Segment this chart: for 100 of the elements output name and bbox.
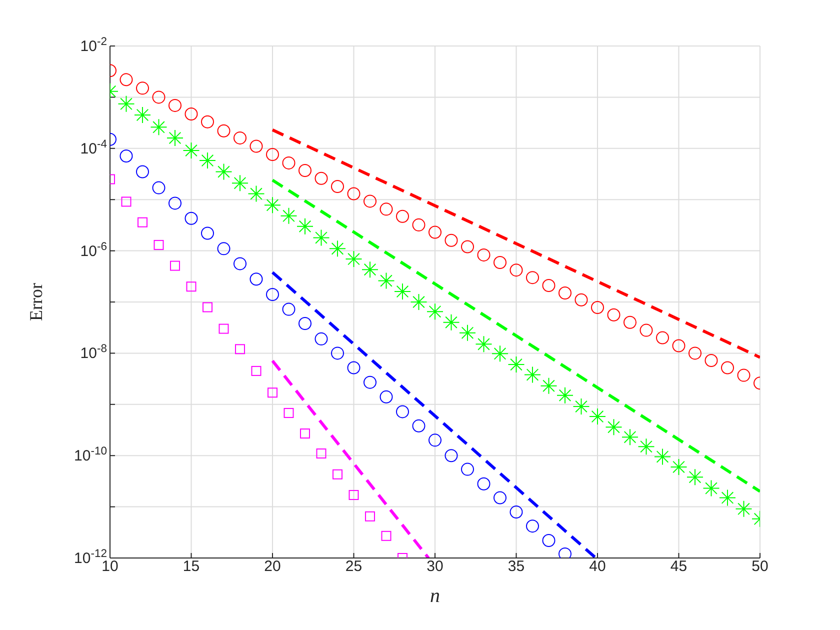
point [282, 302, 296, 316]
point [605, 418, 622, 436]
point [378, 272, 395, 290]
point [218, 324, 229, 334]
point [136, 165, 149, 178]
point [572, 398, 590, 415]
point [494, 491, 506, 504]
point [412, 218, 426, 232]
point [380, 202, 393, 216]
point [150, 118, 168, 136]
point [202, 302, 212, 312]
point [365, 511, 375, 522]
y-tick-label: 10$^{-4}$ [80, 138, 107, 158]
point [118, 95, 135, 112]
point [702, 480, 720, 497]
point [704, 354, 718, 368]
point [332, 469, 342, 480]
point [475, 336, 492, 353]
point [428, 434, 442, 447]
point [234, 131, 246, 144]
point [735, 500, 752, 518]
point [477, 477, 490, 490]
point [686, 468, 704, 486]
point [442, 314, 460, 331]
point [248, 185, 265, 202]
point [314, 332, 328, 346]
point [136, 82, 149, 95]
point [331, 346, 344, 360]
point [492, 345, 508, 362]
x-tick-label: 25 [345, 558, 362, 575]
point [396, 405, 409, 418]
point [444, 234, 458, 247]
point [347, 187, 360, 200]
point [526, 520, 539, 533]
point [154, 240, 164, 250]
point [558, 547, 572, 558]
point [120, 150, 133, 163]
point [168, 196, 182, 210]
y-tick-label: 10$^{-10}$ [74, 446, 107, 465]
point [168, 98, 182, 112]
point [459, 324, 476, 342]
point [134, 106, 151, 124]
point [184, 212, 198, 225]
point [508, 356, 525, 374]
point [217, 124, 230, 138]
point [347, 361, 360, 374]
point [296, 218, 314, 235]
point [298, 317, 312, 330]
point [558, 286, 572, 300]
point [426, 303, 444, 320]
point [250, 140, 263, 153]
point [396, 210, 409, 223]
point [364, 194, 376, 208]
point [250, 272, 263, 286]
point [201, 226, 214, 240]
point [622, 428, 638, 446]
x-tick-label: 15 [182, 558, 200, 575]
y-tick-label: 10$^{-2}$ [80, 36, 107, 55]
point [719, 489, 736, 506]
y-tick-label: 10$^{-8}$ [80, 343, 107, 362]
point [182, 142, 200, 159]
point [348, 490, 359, 500]
point [510, 264, 523, 277]
point [266, 288, 279, 302]
point [170, 260, 180, 271]
point [251, 366, 262, 376]
point [199, 152, 216, 170]
point [184, 107, 198, 120]
point [654, 448, 671, 466]
point [284, 408, 294, 418]
point [607, 308, 620, 322]
point [234, 257, 246, 270]
point [266, 148, 279, 161]
point [721, 361, 734, 374]
point [461, 240, 474, 254]
point [589, 408, 606, 426]
point [264, 196, 281, 214]
point [640, 324, 653, 337]
point [314, 172, 328, 185]
x-tick-label: 20 [264, 558, 281, 575]
point [217, 242, 230, 256]
x-tick-label: 30 [426, 558, 444, 575]
point [121, 196, 132, 207]
point [540, 377, 558, 394]
point [215, 163, 232, 180]
point [526, 271, 539, 284]
x-tick-label: 35 [508, 558, 525, 575]
point [477, 248, 490, 262]
point [688, 346, 702, 360]
point [624, 316, 636, 329]
point [300, 428, 310, 439]
point [364, 376, 376, 389]
point [235, 344, 245, 354]
y-axis-title: Error [26, 283, 46, 321]
point [394, 283, 411, 300]
point [510, 506, 523, 519]
point [152, 90, 166, 104]
point [381, 530, 392, 541]
point [542, 534, 556, 547]
x-tick-label: 40 [589, 558, 606, 575]
